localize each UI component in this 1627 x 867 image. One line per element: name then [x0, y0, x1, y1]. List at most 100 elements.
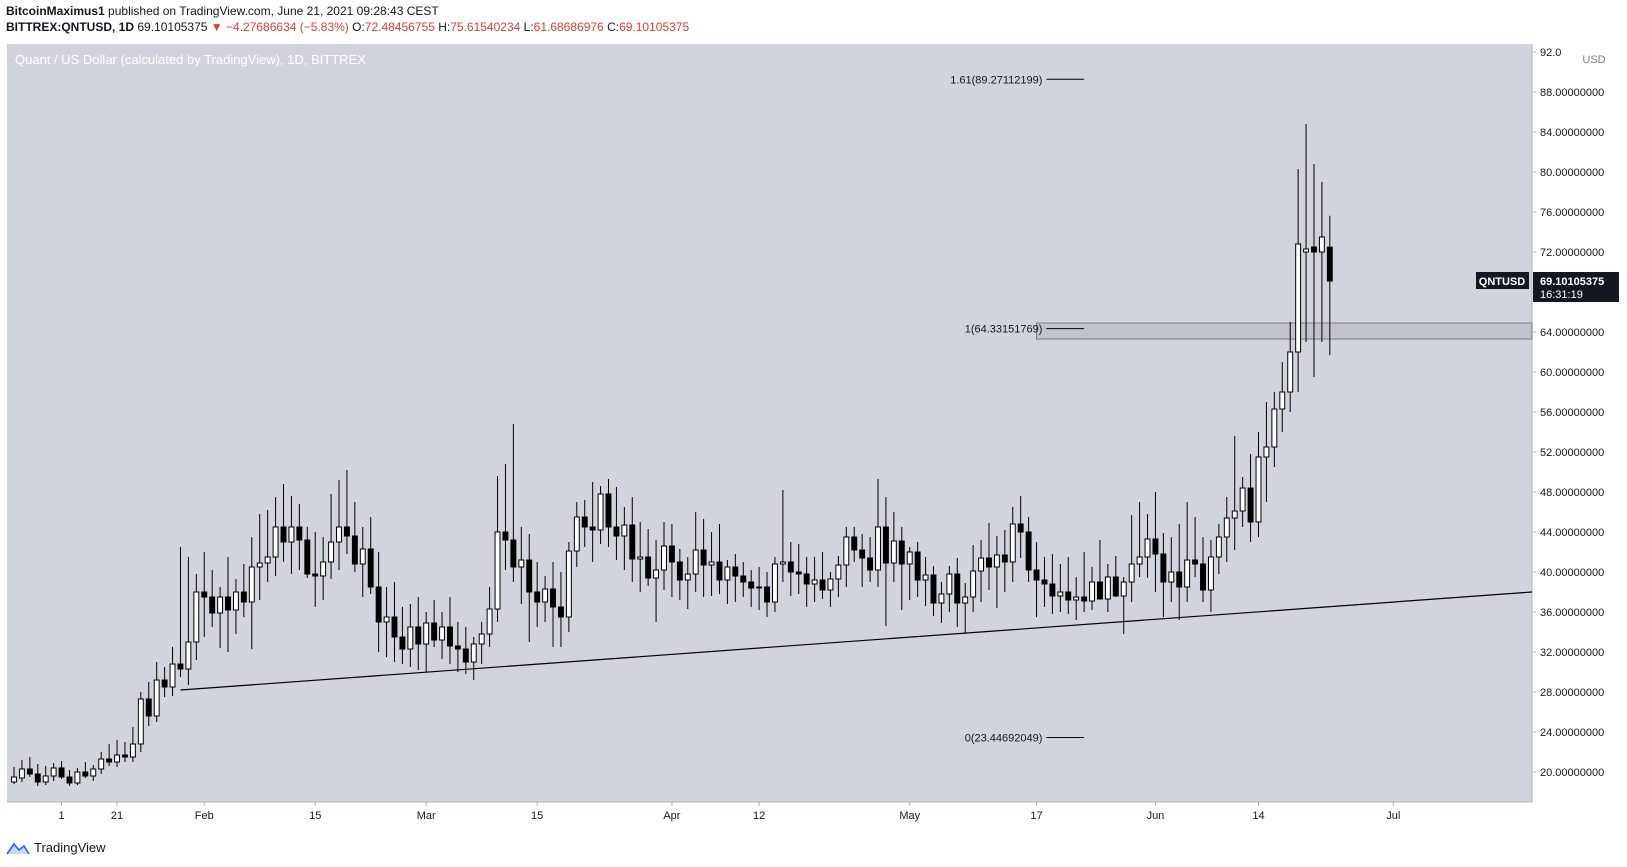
fib-label: 0(23.44692049) [965, 733, 1043, 745]
candle-body [613, 526, 620, 537]
y-tick-label: 32.00000000 [1540, 647, 1604, 659]
y-tick-label: 36.00000000 [1540, 607, 1604, 619]
candle [122, 742, 128, 762]
candle-body [1231, 510, 1238, 519]
x-tick-label: 14 [1252, 810, 1264, 822]
candle [565, 542, 572, 632]
candle [930, 566, 937, 616]
candle-body [280, 526, 287, 543]
plot-area[interactable] [7, 44, 1532, 802]
candle-body [629, 524, 636, 560]
down-arrow-icon: ▼ [210, 20, 223, 34]
candle [764, 572, 770, 617]
candle [526, 534, 533, 642]
candle-body [1303, 248, 1310, 253]
candle [748, 570, 755, 607]
candle-body [1160, 553, 1167, 583]
candle [50, 763, 57, 781]
candle [1239, 477, 1246, 527]
candle-body [946, 573, 953, 595]
candle-body [589, 526, 596, 531]
candle-body [50, 767, 57, 777]
tradingview-logo-icon[interactable] [6, 841, 30, 855]
candle-body [954, 573, 961, 604]
candle [835, 556, 842, 597]
candle [1033, 542, 1040, 617]
x-tick-label: 15 [531, 810, 543, 822]
candle-body [82, 771, 89, 777]
candle [732, 554, 739, 602]
y-tick-label: 76.00000000 [1540, 207, 1604, 219]
candle [1255, 432, 1262, 537]
candle [26, 757, 33, 777]
candle-body [122, 754, 128, 758]
author-name[interactable]: BitcoinMaximus1 [6, 4, 105, 18]
y-tick-label: 48.00000000 [1540, 487, 1604, 499]
candle [359, 527, 366, 597]
candle [312, 532, 319, 607]
price-tag [1533, 271, 1619, 302]
fib-levels: 1.61(89.27112199) 1(64.33151769) 0(23.4469… [950, 74, 1085, 745]
candle-body [1207, 556, 1214, 591]
candle-body [399, 636, 406, 650]
candle-body [42, 775, 49, 783]
candle-body [1025, 531, 1032, 571]
candle-body [98, 758, 105, 770]
candle [129, 727, 136, 762]
high-value: 75.61540234 [450, 20, 521, 34]
candle [66, 770, 73, 786]
candle-body [1239, 487, 1246, 512]
candle-body [367, 548, 374, 588]
candle-body [359, 548, 366, 565]
candle [153, 662, 160, 722]
candle-body [732, 566, 739, 577]
candle [859, 534, 866, 587]
candle [328, 494, 335, 579]
candle [431, 600, 438, 647]
candle-body [1065, 591, 1072, 601]
candle-body [993, 554, 1000, 568]
candle [668, 524, 675, 597]
candle-body [478, 633, 485, 645]
candle [803, 557, 810, 607]
candle-body [415, 626, 422, 645]
candle [1073, 577, 1080, 620]
symbol-tag-label: QNTUSD [1479, 276, 1526, 288]
open-label: O: [352, 20, 365, 34]
candle-body [1168, 571, 1175, 583]
candle [914, 542, 921, 597]
candle-body [129, 743, 136, 758]
candle-body [890, 540, 897, 564]
candle [288, 496, 295, 574]
resistance-zone-rect [1036, 322, 1533, 340]
candle-body [1192, 559, 1199, 565]
candle [898, 527, 905, 610]
fib-label: 1.61(89.27112199) [950, 74, 1042, 86]
candle-body [383, 616, 390, 623]
candle [1001, 530, 1008, 592]
candle [415, 597, 422, 670]
candle [145, 682, 152, 726]
candle [589, 482, 596, 562]
price-axis[interactable] [1532, 44, 1627, 802]
candle [185, 557, 192, 685]
candle [875, 479, 881, 587]
candle-body [1247, 487, 1254, 523]
candle-body [1176, 571, 1183, 588]
candle-body [240, 591, 247, 603]
candle [11, 767, 17, 784]
candle-body [296, 526, 303, 541]
footer-brand[interactable]: TradingView [34, 840, 106, 855]
candle-body [336, 526, 342, 543]
candle [478, 622, 485, 664]
published-info: published on TradingView.com, June 21, 2… [108, 4, 439, 18]
candle-body [827, 578, 834, 591]
candle [1263, 402, 1270, 502]
candle [1271, 392, 1278, 467]
candle [795, 544, 802, 594]
candle [1200, 537, 1206, 602]
candle-body [1089, 581, 1095, 602]
candle [1184, 502, 1191, 602]
candle-body [407, 626, 414, 650]
